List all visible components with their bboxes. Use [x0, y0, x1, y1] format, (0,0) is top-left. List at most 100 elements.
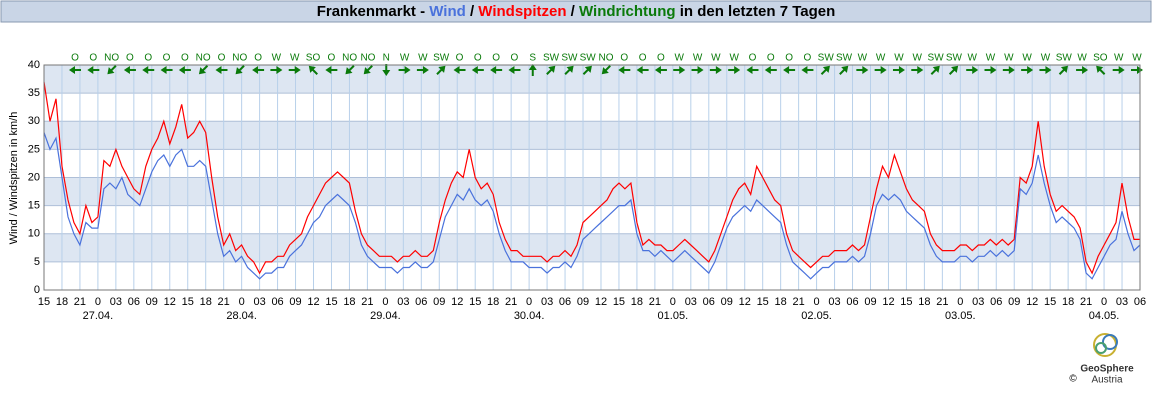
x-tick-label: 09: [721, 296, 733, 308]
wind-direction-label: W: [400, 53, 410, 64]
wind-direction-arrow: [691, 66, 704, 74]
title-part: /: [567, 3, 580, 20]
wind-direction-label: O: [474, 53, 482, 64]
wind-direction-label: W: [711, 53, 721, 64]
wind-direction-arrow: [1076, 66, 1089, 74]
wind-direction-arrow: [178, 66, 191, 74]
wind-direction-arrow: [839, 65, 849, 75]
wind-direction-label: O: [181, 53, 189, 64]
wind-direction-label: SW: [836, 53, 853, 64]
wind-direction-arrow: [1058, 65, 1069, 75]
wind-direction-arrow: [252, 66, 265, 74]
title-part: Frankenmarkt -: [317, 3, 430, 20]
x-tick-label: 18: [487, 296, 499, 308]
wind-direction-label: W: [1077, 53, 1087, 64]
wind-direction-label: O: [511, 53, 519, 64]
x-tick-label: 06: [703, 296, 715, 308]
x-tick-label: 06: [990, 296, 1002, 308]
wind-direction-label: W: [693, 53, 703, 64]
wind-direction-label: SW: [543, 53, 560, 64]
wind-direction-label: W: [1041, 53, 1051, 64]
x-tick-label: 18: [343, 296, 355, 308]
x-tick-label: 12: [739, 296, 751, 308]
title-part: Wind: [429, 3, 466, 20]
x-tick-label: 12: [882, 296, 894, 308]
x-tick-label: 09: [864, 296, 876, 308]
wind-direction-label: SO: [1093, 53, 1108, 64]
x-tick-label: 03: [1116, 296, 1128, 308]
wind-direction-arrow: [69, 66, 81, 74]
wind-direction-arrow: [764, 66, 777, 74]
wind-direction-arrow: [709, 66, 722, 74]
wind-direction-arrow: [142, 66, 155, 74]
wind-direction-arrow: [198, 65, 209, 75]
wind-direction-label: W: [1114, 53, 1124, 64]
x-tick-label: 21: [792, 296, 804, 308]
series-line: [43, 81, 1140, 275]
y-tick-label: 20: [28, 171, 40, 183]
wind-direction-label: W: [858, 53, 868, 64]
x-tick-label: 0: [1101, 296, 1107, 308]
wind-direction-label: O: [620, 53, 628, 64]
x-tick-label: 0: [95, 296, 101, 308]
x-tick-label: 03: [541, 296, 553, 308]
wind-direction-arrow: [398, 66, 411, 74]
x-date-label: 02.05.: [801, 310, 832, 322]
x-tick-label: 18: [200, 296, 212, 308]
y-tick-label: 15: [28, 200, 40, 212]
wind-direction-label: NO: [342, 53, 357, 64]
wind-direction-label: O: [456, 53, 464, 64]
wind-direction-label: W: [967, 53, 977, 64]
wind-direction-arrow: [564, 65, 574, 75]
x-tick-label: 06: [271, 296, 283, 308]
wind-direction-arrow: [801, 66, 814, 74]
wind-direction-label: NO: [599, 53, 614, 64]
wind-direction-arrow: [783, 66, 796, 74]
band: [44, 177, 1140, 206]
x-date-label: 28.04.: [226, 310, 257, 322]
x-tick-label: 0: [382, 296, 388, 308]
header-bar: [0, 0, 1152, 23]
wind-direction-label: O: [657, 53, 665, 64]
x-date-label: 29.04.: [370, 310, 401, 322]
wind-direction-arrow: [508, 66, 521, 74]
title-part: in den letzten 7 Tagen: [676, 3, 836, 20]
y-axis-label: Wind / Windspitzen in km/h: [8, 112, 20, 245]
wind-direction-label: SW: [580, 53, 597, 64]
wind-direction-label: W: [876, 53, 886, 64]
wind-direction-arrow: [1112, 66, 1125, 74]
x-date-label: 01.05.: [658, 310, 689, 322]
x-tick-label: 12: [1026, 296, 1038, 308]
wind-direction-arrow: [382, 64, 391, 76]
x-tick-label: 15: [900, 296, 912, 308]
y-tick-label: 0: [34, 284, 40, 296]
x-tick-label: 03: [397, 296, 409, 308]
wind-direction-label: SW: [818, 53, 835, 64]
x-tick-label: 15: [469, 296, 481, 308]
wind-direction-label: SW: [561, 53, 578, 64]
wind-directions: O O NO O O O O NO O NO O W W SO O NO NO N W W SW O O O O S SW SW SW N…: [69, 53, 1143, 76]
x-tick-label: 06: [1134, 296, 1146, 308]
y-tick-label: 30: [28, 115, 40, 127]
wind-direction-arrow: [601, 65, 611, 75]
wind-direction-label: SW: [1056, 53, 1073, 64]
wind-direction-arrow: [1039, 66, 1052, 74]
wind-direction-label: W: [1022, 53, 1032, 64]
wind-direction-label: O: [144, 53, 152, 64]
x-tick-label: 09: [146, 296, 158, 308]
plot-frame: [43, 64, 1141, 291]
x-tick-label: 18: [918, 296, 930, 308]
y-tick-label: 5: [34, 256, 40, 268]
wind-direction-arrow: [436, 65, 446, 75]
wind-direction-arrow: [930, 65, 940, 75]
series-line: [43, 132, 1141, 280]
x-tick-label: 09: [1008, 296, 1020, 308]
wind-direction-arrow: [1002, 66, 1015, 74]
wind-direction-arrow: [308, 65, 318, 75]
x-date-label: 30.04.: [514, 310, 545, 322]
wind-direction-label: SO: [306, 53, 321, 64]
wind-direction-arrow: [1021, 66, 1034, 74]
wind-direction-label: W: [272, 53, 282, 64]
